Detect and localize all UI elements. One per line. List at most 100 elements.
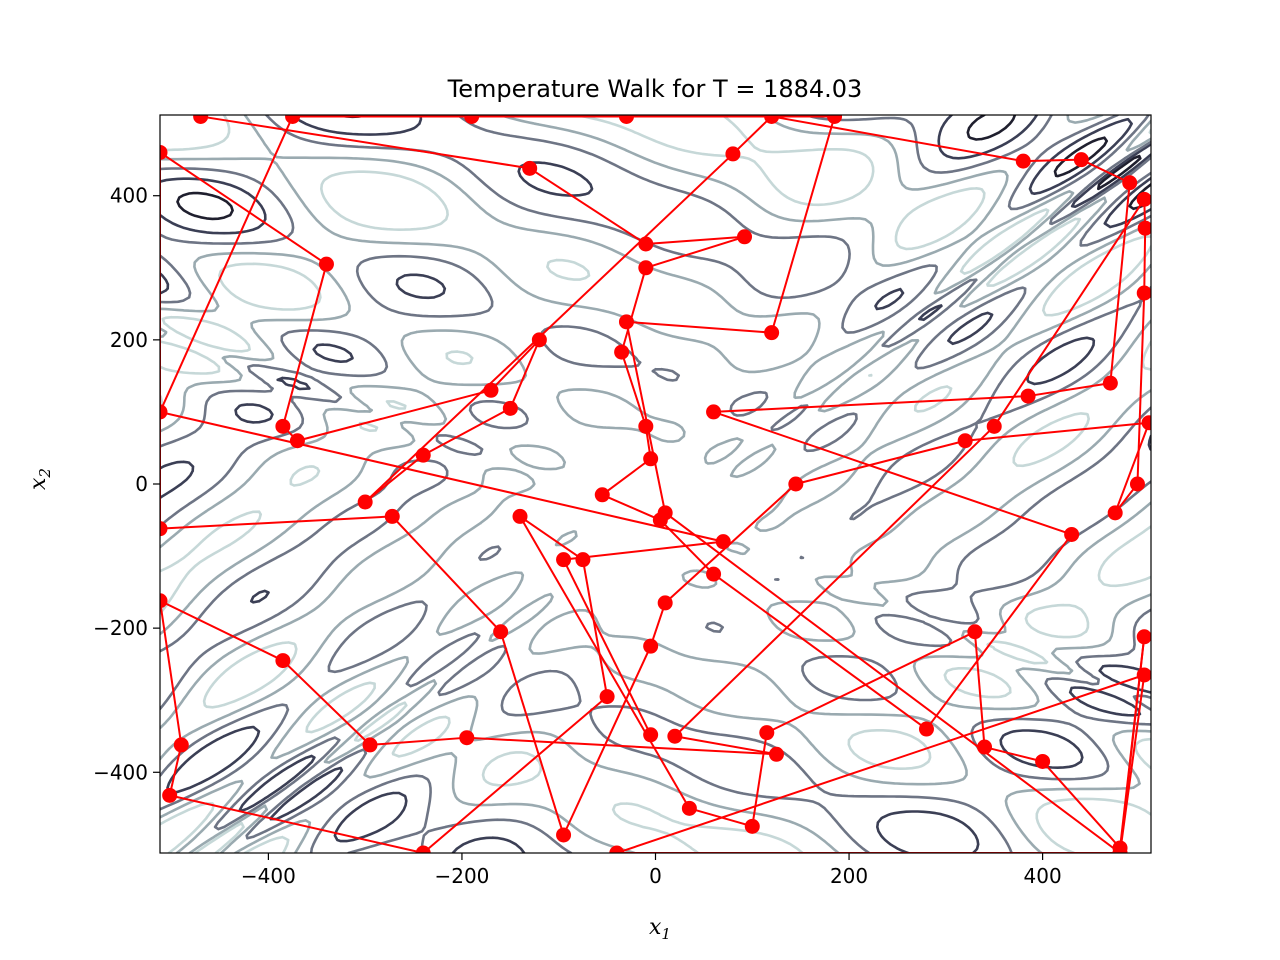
walk-segment [160,151,328,266]
walk-point [643,638,659,654]
walk-segment [364,153,734,503]
x-tick-label: −400 [241,864,296,888]
walk-segment [422,695,608,853]
walk-point [512,508,528,524]
walk-point [918,721,934,737]
walk-segment [713,395,1029,413]
walk-segment [562,645,652,836]
walk-point [556,827,572,843]
walk-segment [616,674,1145,853]
walk-segment [466,736,777,756]
walk-point [967,624,983,640]
walk-segment [770,116,836,333]
walk-segment [645,235,745,269]
walk-point [667,728,683,744]
walk-segment [509,339,541,409]
walk-segment [713,410,1072,536]
walk-segment [562,559,652,736]
walk-point [609,845,625,853]
walk-point [618,314,634,330]
walk-segment [391,515,502,633]
walk-point [744,818,760,834]
walk-segment [973,631,986,748]
walk-segment [369,736,467,746]
walk-segment [1114,422,1151,514]
walk-point [502,400,518,416]
walk-segment [771,115,1024,163]
walk-point [706,566,722,582]
walk-point [594,487,610,503]
walk-segment [160,410,724,543]
y-axis: −400 −200 0 200 400 [93,184,160,784]
walk-point [759,725,775,741]
walk-point [764,115,780,124]
walk-point [1107,505,1123,521]
walk-segment [732,115,773,155]
walk-segment [1041,760,1121,849]
walk-point [1015,153,1031,169]
walk-segment [160,600,183,746]
walk-point [285,115,301,124]
walk-point [1136,285,1151,301]
walk-segment [674,425,995,737]
walk-point [1136,191,1151,207]
walk-segment [626,320,772,334]
walk-segment [1027,382,1111,398]
walk-segment [664,512,1121,853]
y-tick-label: −200 [93,616,148,640]
walk-point [318,256,334,272]
walk-point [275,418,291,434]
walk-point [725,146,741,162]
walk-point [1064,526,1080,542]
walk-segment [1136,292,1146,485]
x-axis-label-subscript: 1 [661,925,671,943]
walk-point [1035,753,1051,769]
walk-segment [519,515,691,809]
walk-point [1020,388,1036,404]
walk-point [768,746,784,762]
walk-segment [795,439,966,485]
walk-segment [169,794,424,853]
walk-point [1141,415,1151,431]
walk-point [638,260,654,276]
walk-point [643,451,659,467]
walk-point [618,115,634,124]
walk-segment [519,515,584,561]
walk-segment [168,744,183,796]
walk-segment [984,746,1043,763]
walk-segment [645,235,745,246]
walk-point [1073,152,1089,168]
walk-point [986,418,1002,434]
walk-point [160,404,168,420]
walk-point [415,447,431,463]
y-tick-label: 0 [135,472,148,496]
walk-segment [160,515,393,530]
walk-point [1102,375,1118,391]
walk-segment [1109,182,1131,384]
walk-point [614,344,630,360]
walk-segment [925,533,1073,730]
walk-point [464,115,480,124]
walk-segment [563,540,724,561]
walk-segment [649,602,667,647]
chart-title: Temperature Walk for T = 1884.03 [447,75,863,103]
walk-segment [1080,158,1131,184]
walk-point [575,552,591,568]
walk-segment [529,167,647,245]
walk-point [531,332,547,348]
walk-point [657,595,673,611]
walk-segment [422,407,511,457]
y-tick-label: 200 [110,328,148,352]
walk-layer [160,115,1151,853]
walk-point [522,160,538,176]
x-axis-label: x1 [649,915,671,943]
walk-point [415,845,431,853]
y-tick-label: −400 [93,760,148,784]
walk-segment [581,559,609,697]
walk-point [715,534,731,550]
walk-segment [766,630,976,734]
y-tick-label: 400 [110,184,148,208]
walk-segment [282,659,371,746]
walk-point [1136,629,1151,645]
x-axis: −400 −200 0 200 400 [241,853,1062,888]
